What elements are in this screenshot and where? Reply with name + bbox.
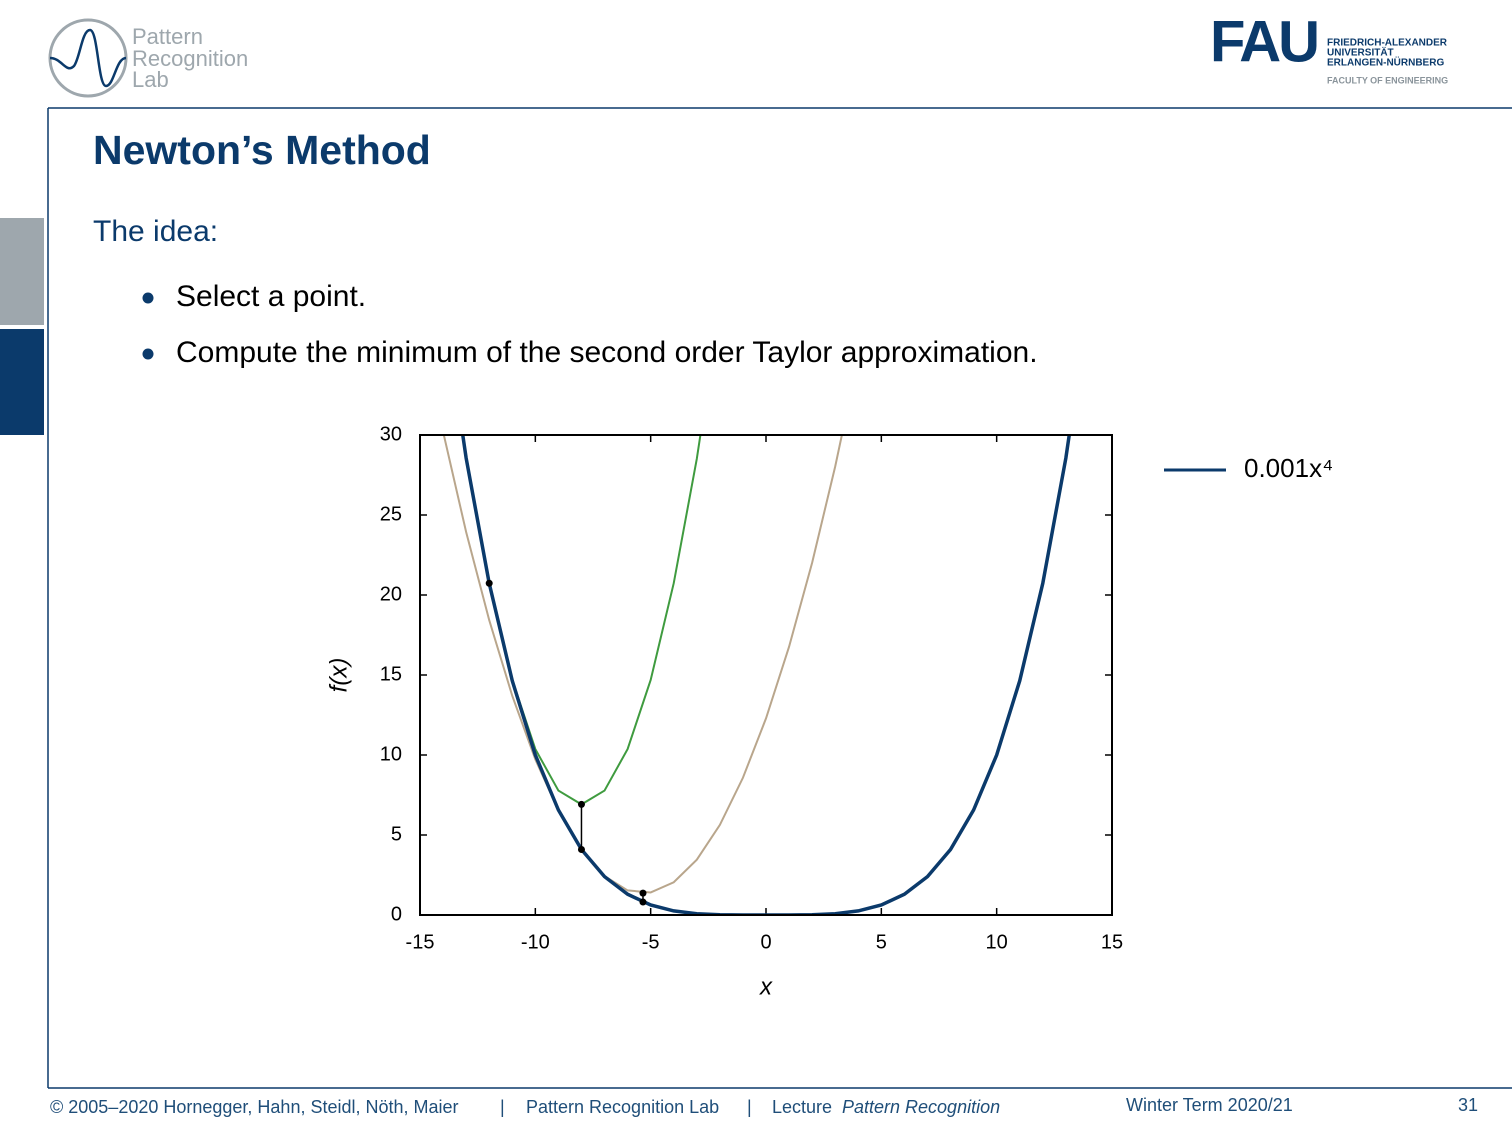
fau-line: FRIEDRICH-ALEXANDER <box>1327 38 1448 49</box>
footer-separator: | <box>747 1097 752 1117</box>
y-axis-label: f(x) <box>325 658 352 693</box>
footer-copyright: © 2005–2020 Hornegger, Hahn, Steidl, Nöt… <box>50 1097 459 1117</box>
logo-text: Recognition <box>132 46 248 71</box>
x-tick-label: -15 <box>406 931 435 953</box>
intro: The idea: <box>93 215 218 248</box>
plot-frame <box>419 434 1113 916</box>
fau-logo: FAU FRIEDRICH-ALEXANDER UNIVERSITÄT ERLA… <box>1210 9 1448 85</box>
footer-term: Winter Term 2020/21 <box>1126 1095 1293 1115</box>
footer-lab: Pattern Recognition Lab <box>526 1097 719 1117</box>
bullet-dot <box>142 348 154 360</box>
y-tick-label: 5 <box>391 823 402 845</box>
y-tick-label: 10 <box>380 743 402 765</box>
fau-faculty: FACULTY OF ENGINEERING <box>1327 75 1448 85</box>
footer: © 2005–2020 Hornegger, Hahn, Steidl, Nöt… <box>50 1095 1478 1117</box>
x-tick-label: 0 <box>760 931 771 953</box>
y-tick-label: 25 <box>380 503 402 525</box>
point <box>577 800 585 808</box>
x-tick-label: 15 <box>1101 931 1123 953</box>
side-tab <box>0 218 44 325</box>
y-tick-label: 20 <box>380 583 402 605</box>
footer-course: Pattern Recognition <box>842 1097 1000 1117</box>
plot-area <box>442 435 1072 915</box>
logo-wave <box>49 28 127 88</box>
slide-title: Newton’s Method <box>93 127 431 173</box>
point <box>485 579 493 587</box>
y-tick-label: 0 <box>391 903 402 925</box>
fau-line: UNIVERSITÄT <box>1327 46 1394 59</box>
series-line <box>460 435 1072 915</box>
point <box>577 845 585 853</box>
footer-lecture: Lecture <box>772 1097 832 1117</box>
series-line <box>442 435 843 894</box>
bullet: Compute the minimum of the second order … <box>176 336 1038 369</box>
y-tick-label: 15 <box>380 663 402 685</box>
side-tab-active <box>0 329 44 435</box>
bullet-dot <box>142 292 154 304</box>
x-tick-label: -10 <box>521 931 550 953</box>
fau-mark: FAU <box>1210 9 1320 74</box>
point <box>639 898 647 906</box>
fau-line: ERLANGEN-NÜRNBERG <box>1327 56 1444 69</box>
chart: x f(x) -15 -10 -5 0 5 10 15 0 5 10 15 20 25 30 0.001x⁴ <box>325 423 1333 1000</box>
lab-logo: Pattern Recognition Lab <box>48 18 248 98</box>
logo-text: Pattern <box>132 24 203 49</box>
footer-separator: | <box>500 1097 505 1117</box>
y-tick-label: 30 <box>380 423 402 445</box>
legend-entry: 0.001x⁴ <box>1244 453 1333 483</box>
x-tick-label: 5 <box>876 931 887 953</box>
x-tick-label: 10 <box>986 931 1008 953</box>
point <box>639 889 647 897</box>
footer-page: 31 <box>1458 1095 1478 1115</box>
logo-text: Lab <box>132 67 169 92</box>
x-tick-label: -5 <box>642 931 660 953</box>
x-axis-label: x <box>759 973 773 1000</box>
bullet: Select a point. <box>176 280 366 313</box>
